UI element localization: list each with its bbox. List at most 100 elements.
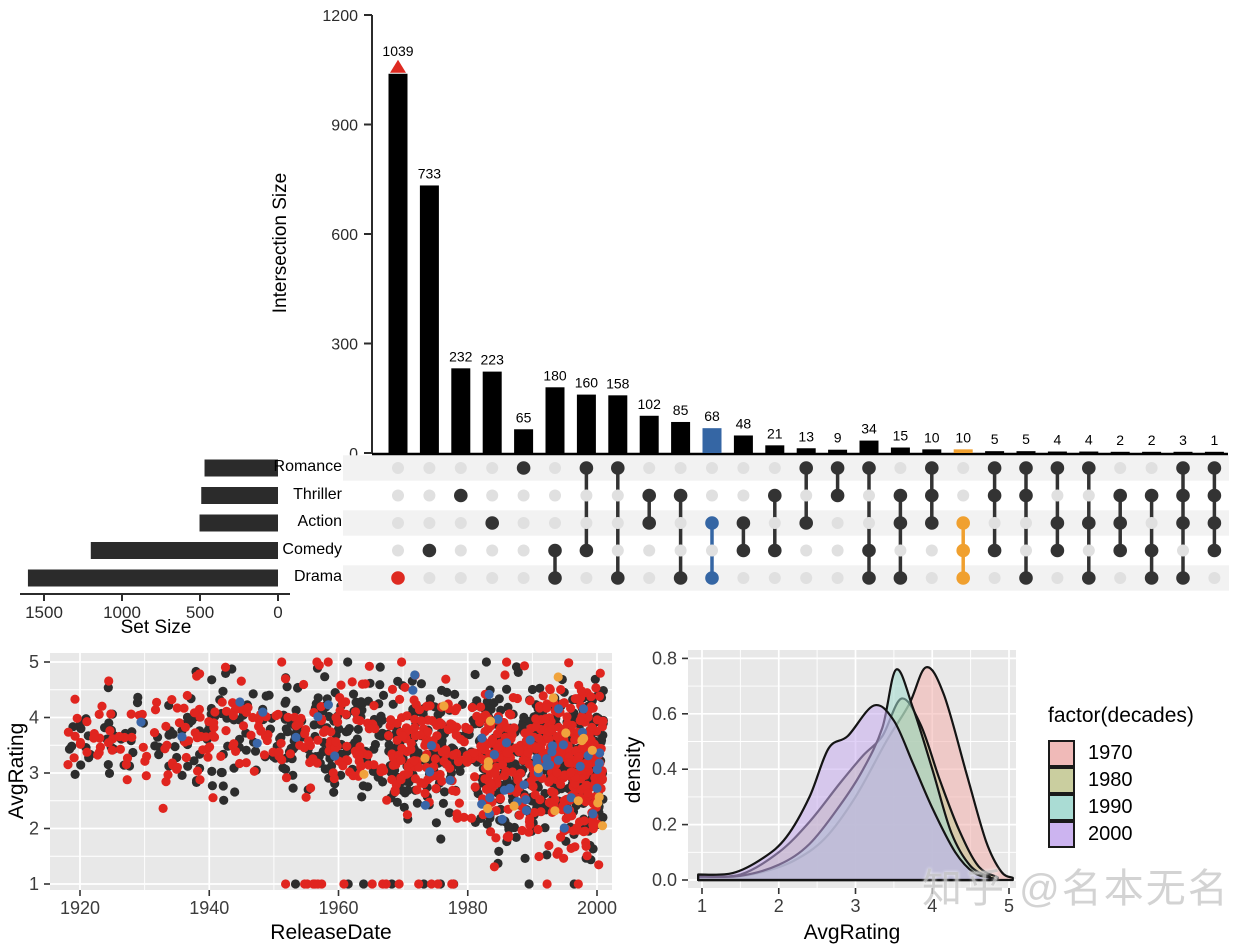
intersection-count-label: 733 <box>418 165 442 181</box>
scatter-point-red <box>167 695 177 705</box>
intersection-bar <box>545 387 565 453</box>
matrix-dot-active <box>1082 461 1096 475</box>
matrix-dot-inactive <box>611 517 624 529</box>
scatter-point-black <box>436 834 446 844</box>
scatter-point-red <box>583 788 593 798</box>
scatter-point-red <box>388 760 398 770</box>
set-size-tick-label: 1000 <box>103 603 141 622</box>
scatter-x-tick-label: 1960 <box>318 898 358 918</box>
scatter-point-black <box>598 812 608 823</box>
matrix-dot-active <box>548 543 562 558</box>
set-size-tick-label: 0 <box>273 603 282 622</box>
scatter-point-black <box>218 686 228 696</box>
scatter-point-black <box>76 760 86 770</box>
scatter-point-black <box>329 787 339 797</box>
matrix-dot-active <box>736 516 751 530</box>
intersection-count-label: 160 <box>575 375 599 391</box>
scatter-point-blue <box>547 741 558 751</box>
matrix-dot-inactive <box>674 462 687 474</box>
scatter-point-red <box>402 711 412 721</box>
scatter-point-black <box>527 684 538 695</box>
scatter-point-red <box>104 676 114 686</box>
scatter-point-blue <box>544 760 555 770</box>
scatter-point-red <box>306 783 316 793</box>
scatter-point-red <box>552 767 562 778</box>
matrix-dot-active <box>862 461 876 475</box>
scatter-point-red <box>564 758 574 768</box>
scatter-point-black <box>375 680 385 690</box>
scatter-point-black <box>207 766 217 777</box>
scatter-point-red <box>103 738 114 748</box>
scatter-point-red <box>502 657 512 667</box>
scatter-point-red <box>285 749 295 759</box>
intersection-count-label: 2 <box>1148 432 1156 448</box>
scatter-point-red <box>568 826 578 836</box>
scatter-point-black <box>343 726 353 737</box>
scatter-point-black <box>67 741 77 751</box>
scatter-point-blue <box>554 704 564 714</box>
scatter-point-red <box>82 717 92 727</box>
intersection-bar <box>922 449 942 453</box>
matrix-dot-inactive <box>486 462 499 474</box>
scatter-point-red <box>63 727 73 737</box>
scatter-point-red <box>430 754 440 764</box>
scatter-point-orange <box>550 806 560 816</box>
scatter-point-black <box>103 683 113 693</box>
matrix-dot-inactive <box>1114 462 1127 474</box>
scatter-point-red <box>70 694 80 704</box>
matrix-dot-inactive <box>831 544 844 557</box>
scatter-point-blue <box>427 741 437 751</box>
scatter-point-red <box>273 709 283 720</box>
scatter-point-red <box>355 742 365 752</box>
scatter-point-red <box>504 831 514 841</box>
scatter-point-red <box>403 768 414 778</box>
matrix-dot-active <box>391 571 405 585</box>
scatter-point-black <box>358 781 368 791</box>
scatter-point-blue <box>235 697 245 707</box>
legend-item-1980: 1980 <box>1048 767 1194 794</box>
scatter-point-red <box>490 768 500 778</box>
scatter-point-red <box>192 733 202 743</box>
scatter-point-red <box>386 715 396 725</box>
matrix-dot-active <box>1207 461 1222 475</box>
matrix-dot-active <box>673 571 688 585</box>
scatter-point-blue <box>484 689 494 700</box>
intersection-count-label: 223 <box>481 352 505 368</box>
matrix-dot-inactive <box>894 544 907 557</box>
scatter-point-black <box>348 689 359 699</box>
scatter-point-red <box>107 745 117 755</box>
intersection-bar <box>702 428 722 453</box>
scatter-point-orange <box>573 796 583 806</box>
matrix-dot-active <box>987 488 1002 503</box>
scatter-point-red <box>523 748 533 758</box>
matrix-dot-active <box>579 461 594 475</box>
intersection-count-label: 5 <box>1022 431 1030 447</box>
scatter-point-red <box>142 751 152 762</box>
scatter-point-red <box>556 685 566 695</box>
matrix-dot-active <box>1113 543 1127 558</box>
scatter-point-blue <box>408 685 418 695</box>
scatter-point-red <box>182 690 192 701</box>
scatter-point-red <box>189 708 200 718</box>
matrix-dot-inactive <box>800 544 813 557</box>
matrix-dot-inactive <box>1051 489 1064 502</box>
matrix-dot-inactive <box>1020 544 1032 557</box>
scatter-point-red <box>331 713 341 723</box>
scatter-point-black <box>511 832 521 843</box>
scatter-point-blue <box>578 704 589 714</box>
intersection-count-label: 21 <box>767 425 783 441</box>
matrix-dot-active <box>611 571 625 585</box>
scatter-point-red <box>581 841 591 852</box>
scatter-point-red <box>594 860 604 870</box>
scatter-point-red <box>461 722 471 732</box>
scatter-point-blue <box>258 707 268 717</box>
intersection-count-label: 1039 <box>382 43 413 59</box>
matrix-dot-inactive <box>423 517 436 529</box>
matrix-dot-active <box>956 571 970 585</box>
scatter-point-red <box>330 743 340 754</box>
matrix-dot-active <box>799 461 813 475</box>
matrix-dot-active <box>1207 543 1222 558</box>
matrix-dot-active <box>1050 543 1065 558</box>
scatter-point-black <box>470 669 480 680</box>
intersection-bar <box>451 368 471 453</box>
